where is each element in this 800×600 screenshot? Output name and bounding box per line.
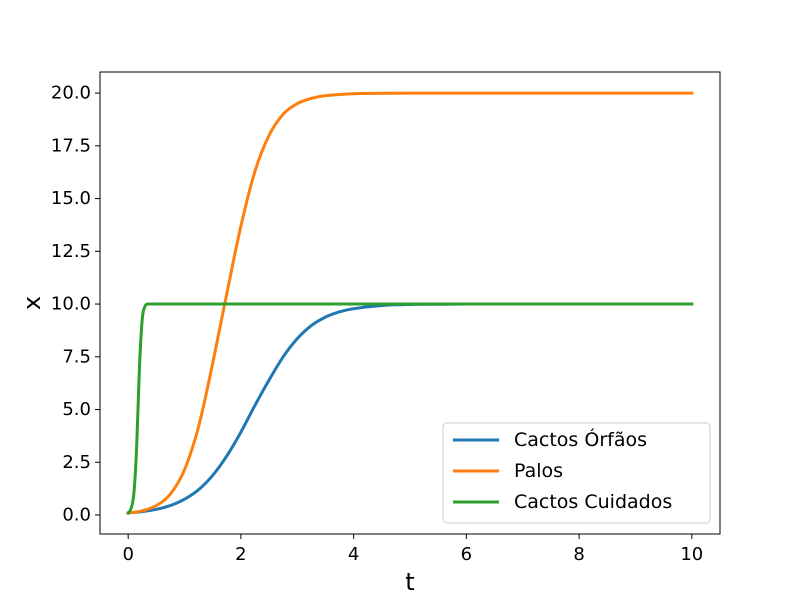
series-line-cactos-cuidados (126, 302, 694, 515)
x-tick-label: 10 (680, 544, 703, 565)
legend-label: Cactos Cuidados (514, 491, 672, 513)
x-axis-ticks: 0 2 4 6 8 10 (122, 534, 703, 565)
y-tick-label: 17.5 (51, 135, 91, 156)
plot-frame (99, 71, 721, 535)
y-tick-label: 0.0 (62, 505, 91, 526)
legend: Cactos Órfãos Palos Cactos Cuidados (442, 422, 711, 524)
y-axis-ticks: 0.0 2.5 5.0 7.5 10.0 12.5 15.0 17.5 20.0 (51, 83, 100, 526)
y-tick-label: 10.0 (51, 294, 91, 315)
x-axis-label: t (405, 568, 414, 596)
y-axis-label: x (18, 296, 46, 310)
x-tick-label: 4 (348, 544, 359, 565)
y-tick-label: 5.0 (62, 399, 91, 420)
x-tick-label: 8 (573, 544, 584, 565)
y-tick-label: 7.5 (62, 346, 91, 367)
legend-label: Cactos Órfãos (514, 427, 647, 451)
y-tick-label: 20.0 (51, 83, 91, 104)
y-tick-label: 2.5 (62, 452, 91, 473)
series-line-palos (126, 91, 694, 515)
x-tick-label: 6 (461, 544, 472, 565)
legend-label: Palos (514, 460, 563, 482)
series-layer (126, 91, 694, 515)
legend-box (442, 422, 711, 524)
x-tick-label: 0 (122, 544, 133, 565)
x-tick-label: 2 (235, 544, 246, 565)
y-tick-label: 15.0 (51, 188, 91, 209)
y-tick-label: 12.5 (51, 241, 91, 262)
